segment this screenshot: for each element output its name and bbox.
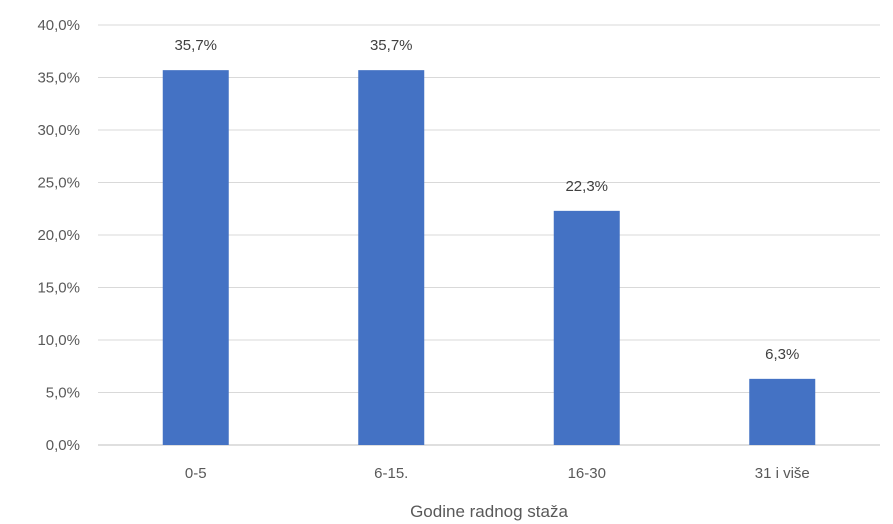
x-tick-label: 6-15. [374, 465, 408, 482]
y-tick-label: 15,0% [37, 280, 80, 297]
y-axis-tick-labels: 0,0% 5,0% 10,0% 15,0% 20,0% 25,0% 30,0% 35,0% 40… [37, 17, 80, 454]
bar [162, 70, 229, 446]
y-tick-label: 35,0% [37, 70, 80, 87]
data-label: 35,7% [370, 37, 413, 54]
data-label: 6,3% [765, 346, 799, 363]
x-axis-tick-labels: 0-5 6-15. 16-30 31 i više [185, 465, 810, 482]
bar [358, 70, 425, 446]
data-labels: 35,7% 35,7% 22,3% 6,3% [174, 37, 799, 363]
bar [553, 210, 620, 445]
x-tick-label: 31 i više [755, 465, 810, 482]
y-tick-label: 5,0% [46, 385, 80, 402]
data-label: 22,3% [565, 178, 608, 195]
y-tick-label: 10,0% [37, 332, 80, 349]
y-tick-label: 20,0% [37, 227, 80, 244]
x-axis-title: Godine radnog staža [410, 502, 568, 521]
y-tick-label: 40,0% [37, 17, 80, 34]
y-tick-label: 25,0% [37, 175, 80, 192]
y-tick-label: 30,0% [37, 122, 80, 139]
x-tick-label: 16-30 [568, 465, 606, 482]
y-tick-label: 0,0% [46, 437, 80, 454]
x-tick-label: 0-5 [185, 465, 207, 482]
data-label: 35,7% [174, 37, 217, 54]
bars [162, 70, 816, 446]
bar [749, 378, 816, 445]
